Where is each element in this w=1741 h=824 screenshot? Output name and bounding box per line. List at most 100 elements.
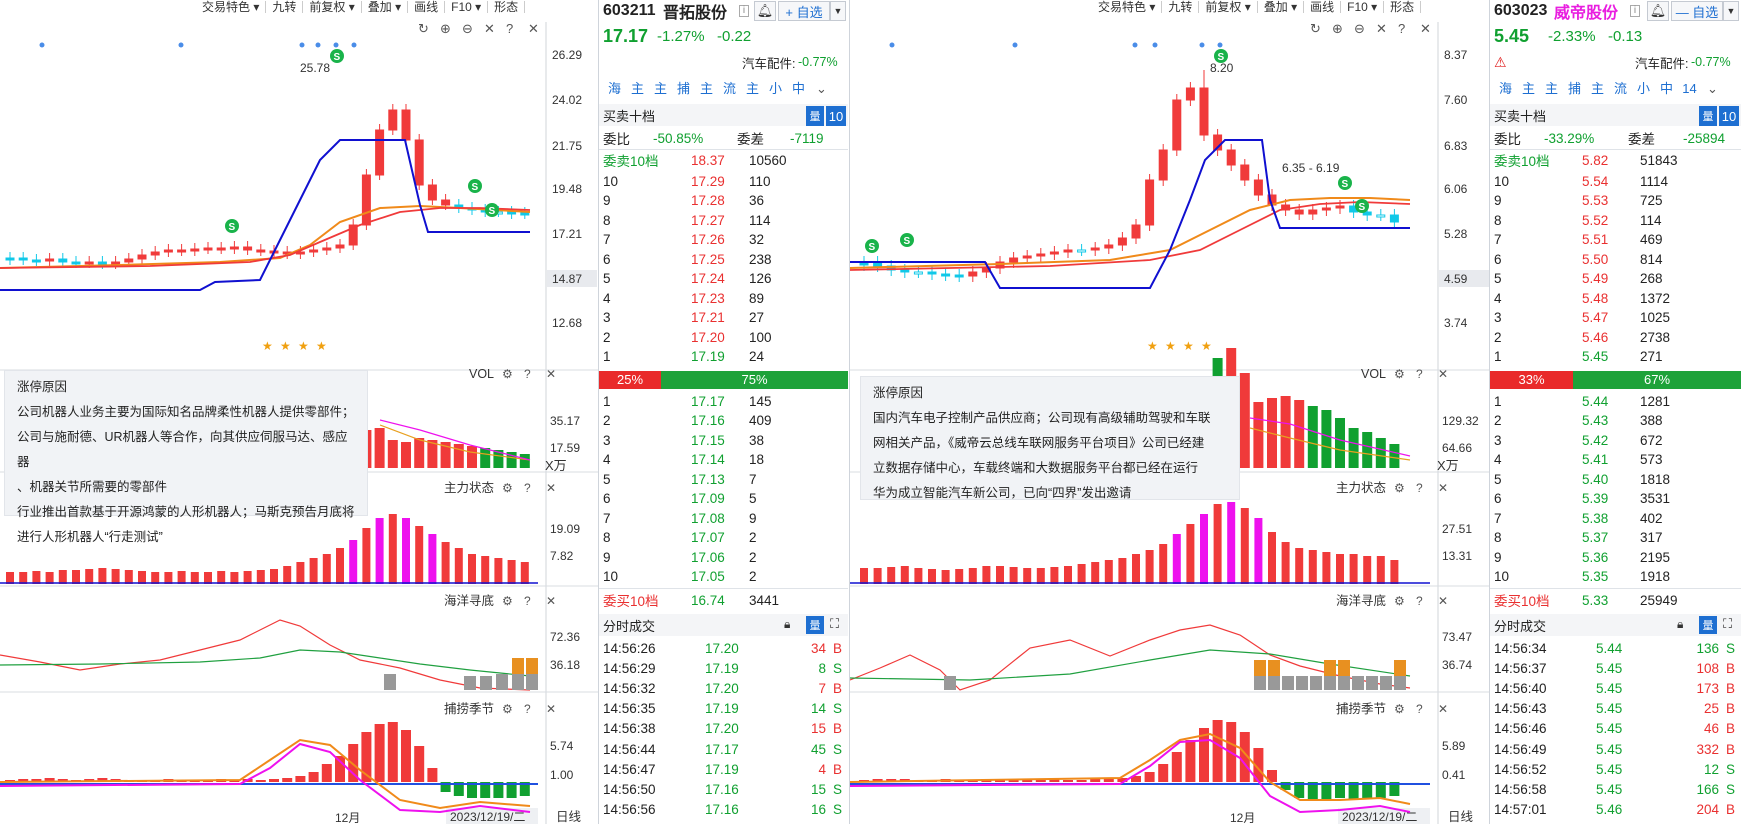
ask-level-row[interactable]: 1 5.45 271 — [1490, 347, 1741, 367]
watchlist-button[interactable]: — 自选 — [1671, 1, 1723, 21]
tick-time: 14:56:50 — [603, 781, 656, 797]
tool-jiuzhuan[interactable]: 九转 — [266, 1, 304, 13]
bid-level-row[interactable]: 1 5.44 1281 — [1490, 391, 1741, 411]
bid-level-row[interactable]: 3 17.15 38 — [599, 430, 848, 450]
bid-level-row[interactable]: 2 17.16 409 — [599, 411, 848, 431]
tool-trade-feature[interactable]: 交易特色 ▾ — [196, 1, 267, 13]
expand-icon[interactable]: ⛶ — [830, 616, 840, 631]
bid-level-row[interactable]: 7 5.38 402 — [1490, 508, 1741, 528]
lock-icon[interactable]: 🔒︎ — [1677, 617, 1684, 631]
bid-level-row[interactable]: 6 17.09 5 — [599, 489, 848, 509]
tool-pattern[interactable]: 形态 — [1384, 1, 1422, 13]
ask-level-row[interactable]: 4 5.48 1372 — [1490, 288, 1741, 308]
chevron-down-icon[interactable]: ▼ — [1723, 1, 1739, 21]
indicator-tab[interactable]: 小 — [1636, 81, 1650, 96]
depth-10-button[interactable]: 10 — [1719, 106, 1739, 126]
tool-jiuzhuan[interactable]: 九转 — [1162, 1, 1200, 13]
bid-level-row[interactable]: 8 5.37 317 — [1490, 528, 1741, 548]
ask-level-row[interactable]: 8 5.52 114 — [1490, 210, 1741, 230]
indicator-tab[interactable]: 14 — [1682, 81, 1697, 96]
ask-level-row[interactable]: 5 5.49 268 — [1490, 269, 1741, 289]
ask-level-row[interactable]: 2 5.46 2738 — [1490, 327, 1741, 347]
tool-draw[interactable]: 画线 — [408, 1, 446, 13]
ask-level-row[interactable]: 7 17.26 32 — [599, 230, 848, 250]
ask-level-row[interactable]: 6 17.25 238 — [599, 249, 848, 269]
tool-pattern[interactable]: 形态 — [488, 1, 526, 13]
volume-toggle-button[interactable]: 量 — [1699, 616, 1717, 634]
bid-level-row[interactable]: 3 5.42 672 — [1490, 430, 1741, 450]
tool-adjust[interactable]: 前复权 ▾ — [1199, 1, 1258, 13]
warning-icon[interactable]: ⚠ — [1494, 53, 1507, 70]
ask-price: 5.50 — [1582, 251, 1609, 267]
chevron-down-icon[interactable]: ▼ — [830, 1, 846, 21]
ask-level-row[interactable]: 7 5.51 469 — [1490, 230, 1741, 250]
ask-level-row[interactable]: 10 17.29 110 — [599, 171, 848, 191]
bell-icon[interactable]: 🔔︎ — [1647, 1, 1669, 21]
indicator-tab[interactable]: 捕 — [676, 81, 690, 96]
bell-icon[interactable]: 🔔︎ — [754, 1, 776, 21]
watchlist-button[interactable]: + 自选 — [778, 1, 830, 21]
indicator-tab[interactable]: 中 — [791, 81, 805, 96]
season-bar-positive — [1035, 780, 1046, 782]
bid-level-row[interactable]: 4 5.41 573 — [1490, 450, 1741, 470]
indicator-tab[interactable]: 主 — [630, 81, 644, 96]
volume-toggle-button[interactable]: 量 — [806, 616, 824, 634]
tool-adjust[interactable]: 前复权 ▾ — [303, 1, 362, 13]
bid-level-row[interactable]: 9 17.06 2 — [599, 547, 848, 567]
tool-f10[interactable]: F10 ▾ — [1341, 1, 1385, 13]
ask-level-row[interactable]: 1 17.19 24 — [599, 347, 848, 367]
indicator-tab[interactable]: 主 — [653, 81, 667, 96]
indicator-tab[interactable]: 捕 — [1567, 81, 1581, 96]
volume-toggle-button[interactable]: 量 — [806, 106, 824, 126]
bid-level-row[interactable]: 10 5.35 1918 — [1490, 567, 1741, 587]
chevrons-down-icon[interactable]: ⌄ — [1707, 81, 1718, 96]
ask-level-row[interactable]: 6 5.50 814 — [1490, 249, 1741, 269]
tool-overlay[interactable]: 叠加 ▾ — [362, 1, 409, 13]
bid-level-row[interactable]: 7 17.08 9 — [599, 508, 848, 528]
chevrons-down-icon[interactable]: ⌄ — [816, 81, 827, 96]
right-kline-chart[interactable]: 交易特色 ▾ 九转 前复权 ▾ 叠加 ▾ 画线 F10 ▾ 形态 ↻ ⊕ ⊖ ✕? ✕ 8… — [849, 0, 1489, 824]
expand-icon[interactable]: ⛶ — [1723, 616, 1733, 631]
indicator-tab[interactable]: 主 — [1590, 81, 1604, 96]
ask-level-row[interactable]: 5 17.24 126 — [599, 269, 848, 289]
indicator-tab[interactable]: 流 — [722, 81, 736, 96]
bid-level-row[interactable]: 4 17.14 18 — [599, 450, 848, 470]
indicator-tab[interactable]: 流 — [1613, 81, 1627, 96]
ask-level-row[interactable]: 3 17.21 27 — [599, 308, 848, 328]
tool-trade-feature[interactable]: 交易特色 ▾ — [1092, 1, 1163, 13]
tool-f10[interactable]: F10 ▾ — [445, 1, 489, 13]
indicator-tab[interactable]: 主 — [1544, 81, 1558, 96]
ask-level-row[interactable]: 8 17.27 114 — [599, 210, 848, 230]
lock-icon[interactable]: 🔒︎ — [784, 617, 791, 631]
bid-level-row[interactable]: 5 17.13 7 — [599, 469, 848, 489]
ask-level-row[interactable]: 9 5.53 725 — [1490, 191, 1741, 211]
ask-level-row[interactable]: 9 17.28 36 — [599, 191, 848, 211]
indicator-tab[interactable]: 主 — [699, 81, 713, 96]
bid-level-row[interactable]: 9 5.36 2195 — [1490, 547, 1741, 567]
indicator-tab[interactable]: 主 — [1521, 81, 1535, 96]
bid-level-row[interactable]: 5 5.40 1818 — [1490, 469, 1741, 489]
bid-level-row[interactable]: 8 17.07 2 — [599, 528, 848, 548]
ask-level-row[interactable]: 4 17.23 89 — [599, 288, 848, 308]
left-kline-chart[interactable]: 交易特色 ▾ 九转 前复权 ▾ 叠加 ▾ 画线 F10 ▾ 形态 ↻ ⊕ ⊖ ✕? ✕ 2… — [0, 0, 598, 824]
ask-level-row[interactable]: 3 5.47 1025 — [1490, 308, 1741, 328]
indicator-tab[interactable]: 小 — [768, 81, 782, 96]
bid-level-row[interactable]: 1 17.17 145 — [599, 391, 848, 411]
bid-level-row[interactable]: 2 5.43 388 — [1490, 411, 1741, 431]
volume-toggle-button[interactable]: 量 — [1699, 106, 1717, 126]
bid-level-row[interactable]: 6 5.39 3531 — [1490, 489, 1741, 509]
ask-level-row[interactable]: 2 17.20 100 — [599, 327, 848, 347]
right-chart-toolbar: 交易特色 ▾ 九转 前复权 ▾ 叠加 ▾ 画线 F10 ▾ 形态 — [1092, 0, 1422, 14]
info-icon[interactable]: i — [739, 5, 749, 17]
tool-draw[interactable]: 画线 — [1304, 1, 1342, 13]
indicator-tab[interactable]: 主 — [745, 81, 759, 96]
tick-price: 17.19 — [705, 660, 739, 676]
info-icon[interactable]: i — [1630, 5, 1640, 17]
tool-overlay[interactable]: 叠加 ▾ — [1258, 1, 1305, 13]
indicator-tab[interactable]: 中 — [1659, 81, 1673, 96]
depth-10-button[interactable]: 10 — [826, 106, 846, 126]
indicator-tab[interactable]: 海 — [1498, 81, 1512, 96]
ask-level-row[interactable]: 10 5.54 1114 — [1490, 171, 1741, 191]
indicator-tab[interactable]: 海 — [607, 81, 621, 96]
bid-level-row[interactable]: 10 17.05 2 — [599, 567, 848, 587]
